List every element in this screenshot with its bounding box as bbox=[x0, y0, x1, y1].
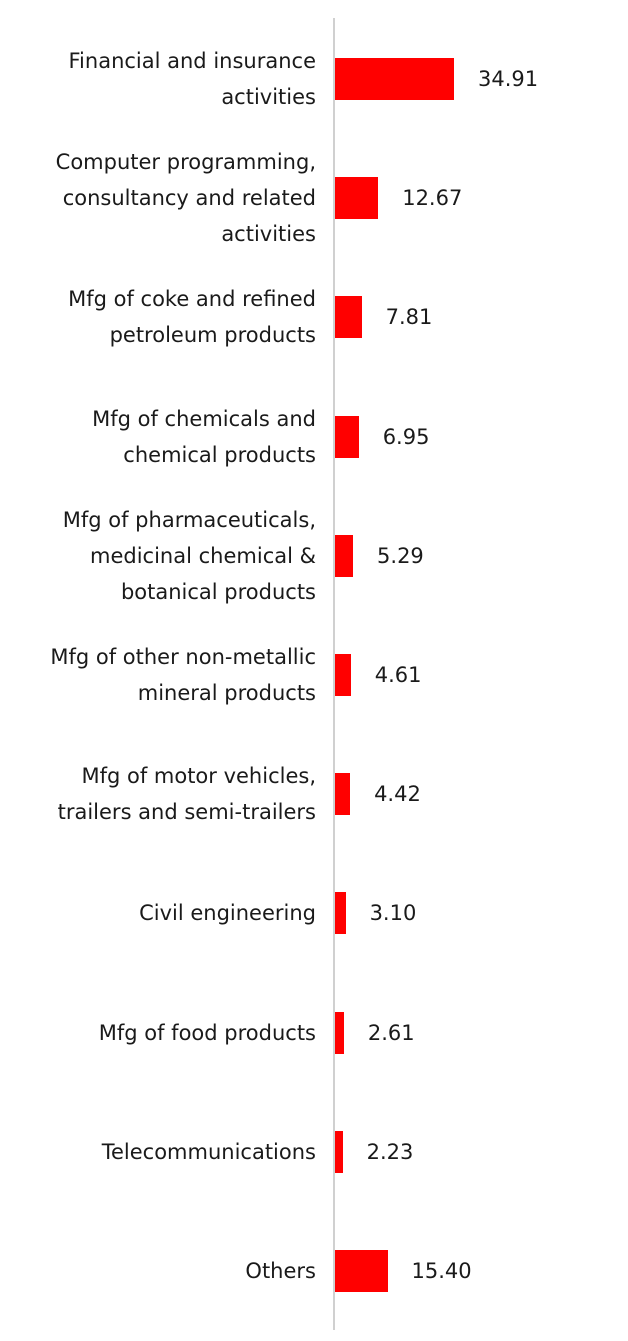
category-label-line: chemical products bbox=[123, 442, 316, 467]
category-label: Others bbox=[16, 1253, 316, 1289]
category-label-line: Civil engineering bbox=[139, 901, 316, 926]
category-label-line: Others bbox=[245, 1259, 316, 1283]
data-label: 2.61 bbox=[367, 1020, 415, 1045]
category-label-line: Financial and insurance bbox=[68, 49, 317, 73]
category-label-line: petroleum products bbox=[109, 323, 316, 348]
data-label: 7.81 bbox=[385, 305, 433, 330]
bar bbox=[335, 1250, 388, 1292]
bar bbox=[335, 773, 351, 816]
category-label-line: Computer programming, bbox=[55, 150, 316, 175]
bar bbox=[335, 1130, 343, 1173]
category-label: Mfg of other non-metallic mineral product… bbox=[16, 639, 316, 711]
data-label: 4.42 bbox=[374, 782, 421, 807]
data-label: 34.91 bbox=[478, 67, 539, 91]
data-label: 3.10 bbox=[369, 901, 417, 926]
bar bbox=[335, 892, 346, 935]
category-label-line: Mfg of food products bbox=[98, 1020, 316, 1045]
category-label-line: Mfg of motor vehicles, bbox=[81, 764, 316, 789]
data-label: 2.23 bbox=[366, 1139, 414, 1164]
category-label-line: Mfg of coke and refined bbox=[68, 287, 316, 312]
data-label: 6.95 bbox=[382, 424, 430, 449]
category-label: Mfg of motor vehicles, trailers and semi-… bbox=[16, 758, 316, 830]
category-label-line: Mfg of pharmaceuticals, bbox=[62, 507, 316, 532]
category-label-line: Telecommunications bbox=[101, 1139, 316, 1164]
category-label: Computer programming, consultancy and rel… bbox=[16, 144, 316, 252]
category-label-line: Mfg of other non-metallic bbox=[50, 645, 316, 669]
category-axis-line bbox=[333, 18, 335, 1330]
category-label: Mfg of pharmaceuticals, medicinal chemica… bbox=[16, 502, 316, 610]
category-label: Telecommunications bbox=[16, 1134, 316, 1170]
category-label-line: Mfg of chemicals and bbox=[92, 406, 316, 431]
category-label: Mfg of coke and refined petroleum product… bbox=[16, 281, 316, 353]
bar bbox=[335, 654, 351, 696]
data-label: 5.29 bbox=[377, 543, 424, 568]
bar bbox=[335, 177, 379, 220]
bar bbox=[335, 58, 455, 100]
category-label: Civil engineering bbox=[16, 895, 316, 931]
data-label: 15.40 bbox=[411, 1259, 472, 1283]
category-label-line: botanical products bbox=[120, 579, 316, 604]
category-label-line: trailers and semi-trailers bbox=[57, 800, 316, 825]
category-label: Mfg of chemicals and chemical products bbox=[16, 401, 316, 473]
data-label: 4.61 bbox=[374, 663, 422, 687]
data-label: 12.67 bbox=[402, 186, 463, 211]
bar bbox=[335, 296, 362, 339]
bar bbox=[335, 534, 354, 577]
category-label-line: mineral products bbox=[137, 681, 316, 705]
category-label-line: activities bbox=[221, 222, 316, 247]
category-label: Mfg of food products bbox=[16, 1015, 316, 1051]
category-label: Financial and insurance activities bbox=[16, 43, 317, 115]
bar bbox=[335, 415, 359, 458]
bar bbox=[335, 1011, 344, 1054]
category-label-line: activities bbox=[221, 85, 316, 109]
category-label-line: consultancy and related bbox=[62, 186, 316, 211]
category-label-line: medicinal chemical & bbox=[90, 543, 316, 568]
